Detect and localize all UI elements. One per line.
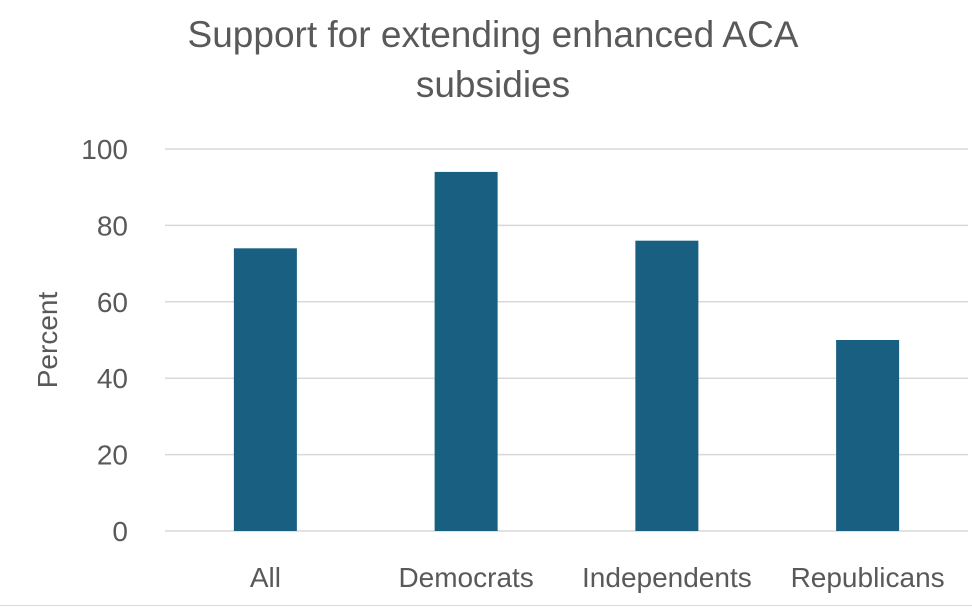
x-tick-label-democrats: Democrats	[398, 562, 533, 593]
y-tick-label: 60	[97, 287, 128, 318]
y-axis-label: Percent	[32, 292, 63, 389]
bar-democrats	[434, 171, 498, 532]
x-tick-labels: All Democrats Independents Republicans	[250, 562, 945, 593]
bar-all	[233, 248, 297, 531]
y-tick-labels: 0 20 40 60 80 100	[81, 134, 128, 547]
bars	[233, 171, 900, 532]
chart-title-line-1: Support for extending enhanced ACA	[187, 14, 799, 55]
y-tick-label: 0	[112, 516, 128, 547]
y-tick-label: 20	[97, 440, 128, 471]
chart-border-bottom	[0, 605, 972, 606]
y-tick-label: 100	[81, 134, 128, 165]
gridlines	[165, 148, 968, 532]
x-tick-label-all: All	[250, 562, 281, 593]
x-tick-label-independents: Independents	[582, 562, 752, 593]
bar-republicans	[836, 340, 900, 531]
chart-title: Support for extending enhanced ACA subsi…	[0, 10, 972, 110]
x-tick-label-republicans: Republicans	[791, 562, 945, 593]
y-tick-label: 80	[97, 210, 128, 241]
chart-title-line-2: subsidies	[415, 64, 571, 105]
y-tick-label: 40	[97, 363, 128, 394]
bar-independents	[635, 240, 699, 531]
